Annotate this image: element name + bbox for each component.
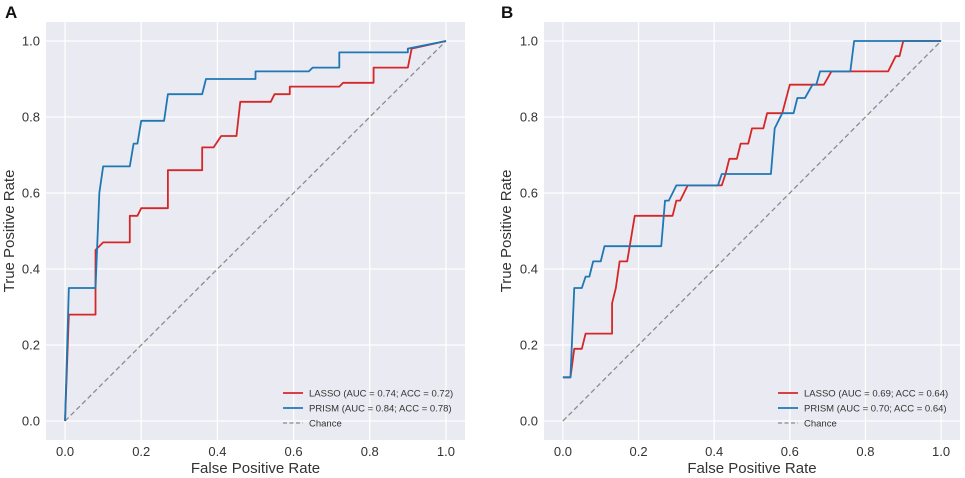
legend-entry-prism: PRISM (AUC = 0.70; ACC = 0.64)	[804, 404, 947, 415]
legend: LASSO (AUC = 0.74; ACC = 0.72) PRISM (AUC…	[283, 389, 453, 430]
x-tick-label: 0.4	[208, 444, 226, 459]
y-tick-label: 1.0	[22, 34, 40, 49]
y-tick-label: 0.2	[520, 338, 538, 353]
x-tick-label: 1.0	[437, 444, 455, 459]
x-tick-label: 0.8	[856, 444, 874, 459]
y-tick-label: 0.0	[520, 414, 538, 429]
y-tick-label: 0.4	[520, 262, 538, 277]
series-line-chance	[562, 40, 942, 422]
series-line-chance	[64, 40, 447, 422]
panel-label: B	[501, 3, 513, 22]
y-tick-label: 0.0	[22, 414, 40, 429]
x-tick-label: 0.2	[630, 444, 648, 459]
y-axis-label: True Positive Rate	[1, 170, 18, 293]
legend-entry-lasso: LASSO (AUC = 0.69; ACC = 0.64)	[804, 389, 948, 400]
legend-entry-chance: Chance	[804, 419, 837, 430]
x-tick-label: 1.0	[932, 444, 950, 459]
roc-panel-a: 0.0 0.2 0.4 0.6 0.8 1.0 0.0 0.2 0.4 0.6 0.8 1.0 Fals…	[1, 3, 465, 477]
series-line-prism	[562, 40, 942, 379]
y-tick-label: 0.2	[22, 338, 40, 353]
x-axis-label: False Positive Rate	[191, 460, 320, 477]
x-tick-label: 0.6	[781, 444, 799, 459]
x-tick-label: 0.2	[132, 444, 150, 459]
x-tick-label: 0.8	[361, 444, 379, 459]
x-tick-label: 0.0	[554, 444, 572, 459]
x-tick-label: 0.6	[285, 444, 303, 459]
x-tick-label: 0.0	[56, 444, 74, 459]
y-tick-label: 0.8	[520, 110, 538, 125]
legend-entry-prism: PRISM (AUC = 0.84; ACC = 0.78)	[309, 404, 452, 415]
y-tick-label: 0.6	[520, 186, 538, 201]
panel-label: A	[5, 3, 17, 22]
roc-panel-b: 0.0 0.2 0.4 0.6 0.8 1.0 0.0 0.2 0.4 0.6 0.8 1.0 Fals…	[498, 3, 960, 477]
legend: LASSO (AUC = 0.69; ACC = 0.64) PRISM (AUC…	[778, 389, 948, 430]
series-line-lasso	[562, 40, 942, 379]
y-tick-label: 1.0	[520, 34, 538, 49]
series-line-prism	[64, 40, 447, 422]
y-axis-label: True Positive Rate	[498, 170, 515, 293]
y-tick-label: 0.8	[22, 110, 40, 125]
legend-entry-chance: Chance	[309, 419, 342, 430]
y-tick-label: 0.4	[22, 262, 40, 277]
legend-entry-lasso: LASSO (AUC = 0.74; ACC = 0.72)	[309, 389, 453, 400]
x-axis-label: False Positive Rate	[687, 460, 816, 477]
series-line-lasso	[64, 40, 447, 422]
x-tick-label: 0.4	[705, 444, 723, 459]
y-tick-label: 0.6	[22, 186, 40, 201]
